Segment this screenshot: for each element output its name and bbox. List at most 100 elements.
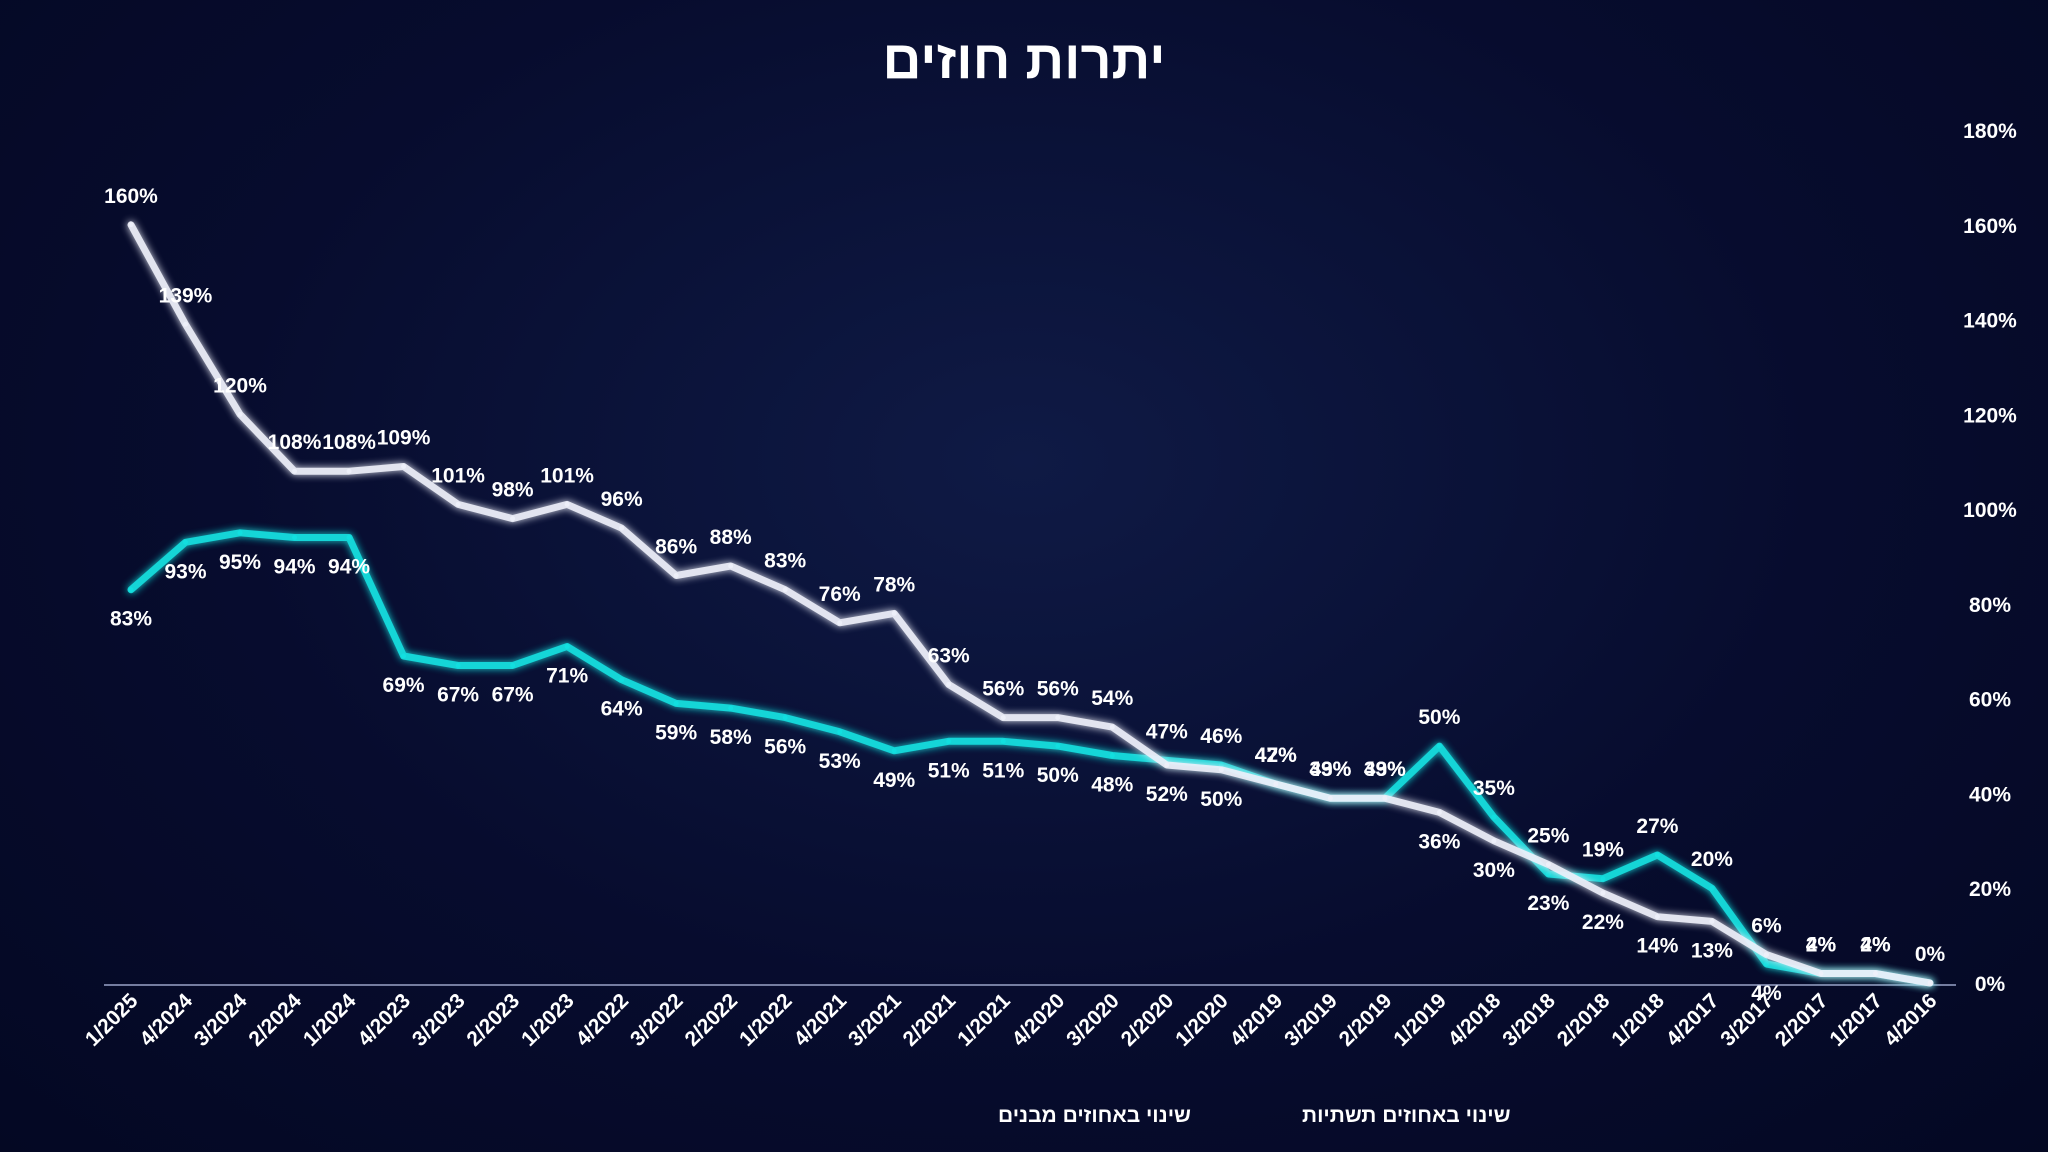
data-label-infrastructure: 35% (1473, 777, 1515, 800)
data-point-buildings (1164, 762, 1170, 768)
data-label-infrastructure: 50% (1418, 706, 1460, 729)
data-point-infrastructure (1709, 885, 1715, 891)
x-tick-label: 1/2018 (1607, 989, 1669, 1051)
x-tick-label: 3/2018 (1498, 989, 1560, 1051)
data-label-buildings: 83% (764, 550, 806, 573)
data-point-infrastructure (1109, 753, 1115, 759)
data-point-infrastructure (401, 653, 407, 659)
x-tick-label: 4/2017 (1662, 989, 1724, 1051)
x-tick-label: 2/2019 (1335, 989, 1397, 1051)
data-label-infrastructure: 20% (1691, 848, 1733, 871)
data-point-buildings (1055, 715, 1061, 721)
data-point-buildings (1709, 918, 1715, 924)
x-tick-label: 1/2021 (953, 989, 1015, 1051)
x-tick-label: 3/2021 (844, 989, 906, 1051)
data-label-infrastructure: 48% (1091, 774, 1133, 797)
data-point-buildings (1763, 952, 1769, 958)
y-tick-label: 160% (1963, 215, 2017, 238)
data-label-infrastructure: 19% (1582, 839, 1624, 862)
data-label-buildings: 54% (1091, 687, 1133, 710)
y-axis-ticks: 0% 20% 40% 60% 80% 100% 120% 140% 160% 180% (1963, 120, 2017, 996)
data-point-infrastructure (1763, 961, 1769, 967)
data-label-infrastructure: 71% (546, 665, 588, 688)
data-label-buildings: 56% (1037, 678, 1079, 701)
y-tick-label: 60% (1969, 689, 2011, 712)
data-label-buildings: 30% (1473, 859, 1515, 882)
data-point-buildings (1000, 715, 1006, 721)
data-point-infrastructure (1436, 743, 1442, 749)
data-point-buildings (346, 468, 352, 474)
x-tick-label: 2/2024 (244, 989, 306, 1051)
x-tick-label: 3/2022 (626, 989, 688, 1051)
data-label-buildings: 6% (1751, 915, 1782, 938)
x-tick-label: 3/2024 (190, 989, 252, 1051)
data-point-buildings (1109, 724, 1115, 730)
data-point-buildings (619, 525, 625, 531)
x-tick-label: 2/2021 (899, 989, 961, 1051)
data-label-buildings: 139% (159, 284, 213, 307)
data-point-buildings (1927, 980, 1933, 986)
data-label-infrastructure: 67% (437, 683, 479, 706)
x-tick-label: 1/2025 (81, 989, 143, 1051)
data-label-buildings: 50% (1200, 788, 1242, 811)
data-label-buildings: 43% (1364, 758, 1406, 781)
data-label-buildings: 0% (1915, 943, 1946, 966)
x-tick-label: 4/2019 (1226, 989, 1288, 1051)
data-point-infrastructure (510, 662, 516, 668)
data-label-infrastructure: 58% (710, 726, 752, 749)
data-label-infrastructure: 56% (764, 736, 806, 759)
data-point-infrastructure (837, 729, 843, 735)
x-tick-label: 1/2022 (735, 989, 797, 1051)
data-label-infrastructure: 46% (1200, 725, 1242, 748)
x-tick-label: 4/2016 (1880, 989, 1942, 1051)
data-point-buildings (728, 563, 734, 569)
data-point-buildings (1872, 971, 1878, 977)
data-point-infrastructure (346, 535, 352, 541)
data-point-buildings (1545, 862, 1551, 868)
series-line-infrastructure (127, 529, 1934, 987)
data-point-infrastructure (564, 644, 570, 650)
data-point-infrastructure (619, 677, 625, 683)
x-tick-label: 1/2024 (299, 989, 361, 1051)
series-lines (127, 221, 1934, 987)
x-tick-label: 3/2020 (1062, 989, 1124, 1051)
data-label-infrastructure: 49% (873, 769, 915, 792)
x-tick-label: 1/2023 (517, 989, 579, 1051)
data-point-buildings (1382, 795, 1388, 801)
data-point-infrastructure (1491, 814, 1497, 820)
data-point-buildings (455, 501, 461, 507)
data-point-infrastructure (1000, 738, 1006, 744)
x-tick-label: 2/2020 (1117, 989, 1179, 1051)
x-tick-label: 3/2023 (408, 989, 470, 1051)
data-label-buildings: 56% (982, 678, 1024, 701)
data-label-infrastructure: 51% (982, 759, 1024, 782)
data-label-buildings: 98% (492, 479, 534, 502)
data-point-buildings (401, 463, 407, 469)
data-labels: 160%139%120%108% 108% 109%101%98%101%96%86… (104, 185, 1945, 1005)
y-tick-label: 20% (1969, 878, 2011, 901)
data-point-infrastructure (1545, 871, 1551, 877)
data-point-infrastructure (292, 535, 298, 541)
data-label-buildings: 86% (655, 535, 697, 558)
x-tick-label: 2/2018 (1553, 989, 1615, 1051)
data-label-buildings: 25% (1527, 825, 1569, 848)
data-label-infrastructure: 23% (1527, 892, 1569, 915)
y-tick-label: 140% (1963, 310, 2017, 333)
data-point-buildings (183, 321, 189, 327)
data-label-buildings: 36% (1418, 830, 1460, 853)
data-point-buildings (1818, 971, 1824, 977)
x-tick-label: 3/2019 (1280, 989, 1342, 1051)
legend-label-infrastructure: שינוי באחוזים תשתיות (1302, 1104, 1511, 1127)
data-label-infrastructure: 94% (328, 556, 370, 579)
y-tick-label: 80% (1969, 594, 2011, 617)
data-label-buildings: 13% (1691, 939, 1733, 962)
data-label-buildings: 120% (213, 374, 267, 397)
data-label-infrastructure: 4% (1751, 982, 1782, 1005)
data-label-infrastructure: 39% (1364, 758, 1406, 781)
data-point-infrastructure (782, 715, 788, 721)
data-label-buildings: 101% (431, 464, 485, 487)
data-label-infrastructure: 93% (164, 560, 206, 583)
x-tick-label: 4/2020 (1008, 989, 1070, 1051)
legend-item-infrastructure: שינוי באחוזים תשתיות (1035, 1104, 1511, 1127)
x-tick-label: 4/2022 (571, 989, 633, 1051)
